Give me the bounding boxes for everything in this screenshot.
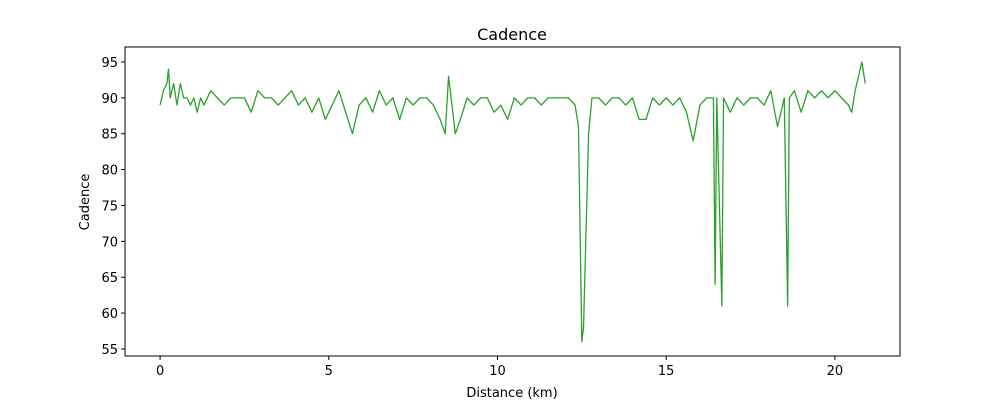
x-tick-label: 0 (156, 364, 164, 379)
plot-frame (124, 46, 901, 357)
cadence-line (159, 61, 866, 343)
y-tick-label: 70 (101, 235, 118, 250)
y-tick-label: 60 (101, 307, 118, 322)
y-tick-label: 95 (101, 56, 118, 71)
y-tick-label: 75 (101, 199, 118, 214)
y-tick-label: 90 (101, 92, 118, 107)
x-tick-label: 20 (827, 364, 844, 379)
x-tick-label: 5 (325, 364, 333, 379)
y-axis-label: Cadence (78, 174, 93, 231)
x-tick-label: 10 (489, 364, 506, 379)
y-tick-label: 80 (101, 164, 118, 179)
y-tick-label: 55 (101, 343, 118, 358)
chart-title: Cadence (477, 25, 547, 44)
x-axis-label: Distance (km) (466, 386, 557, 400)
x-tick-label: 15 (658, 364, 675, 379)
y-tick-label: 65 (101, 271, 118, 286)
y-tick-label: 85 (101, 128, 118, 143)
